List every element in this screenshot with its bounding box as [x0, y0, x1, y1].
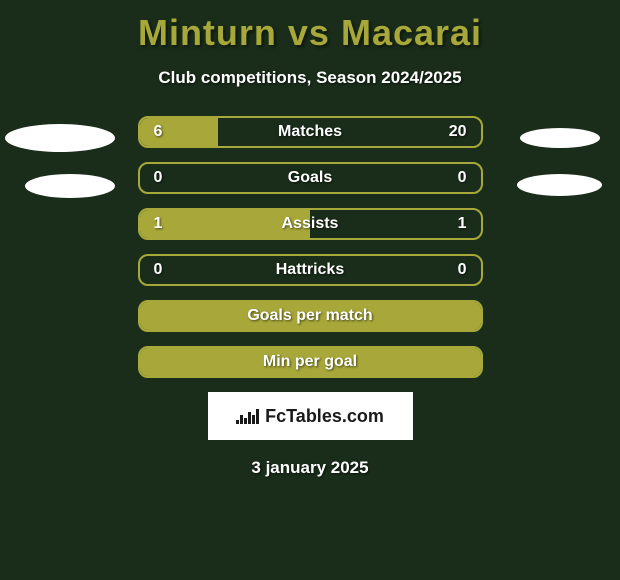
- logo-bar: [244, 418, 247, 424]
- logo: FcTables.com: [236, 406, 384, 427]
- logo-bar: [236, 420, 239, 424]
- stat-value-right: 1: [458, 215, 467, 233]
- decorative-ellipse: [5, 124, 115, 152]
- stat-row: 0Hattricks0: [138, 254, 483, 286]
- logo-bar: [248, 412, 251, 424]
- logo-bar: [240, 415, 243, 424]
- logo-text: FcTables.com: [265, 406, 384, 427]
- decorative-ellipse: [520, 128, 600, 148]
- stat-row: 1Assists1: [138, 208, 483, 240]
- logo-bar: [256, 409, 259, 424]
- stat-value-right: 20: [449, 123, 467, 141]
- stat-label: Matches: [140, 123, 481, 141]
- stat-label: Goals: [140, 169, 481, 187]
- stat-label: Assists: [140, 215, 481, 233]
- stat-row: Min per goal: [138, 346, 483, 378]
- bar-chart-icon: [236, 409, 259, 424]
- logo-bar: [252, 415, 255, 424]
- logo-box: FcTables.com: [208, 392, 413, 440]
- stat-label: Min per goal: [140, 353, 481, 371]
- stat-label: Goals per match: [140, 307, 481, 325]
- stat-row: 0Goals0: [138, 162, 483, 194]
- stat-row: Goals per match: [138, 300, 483, 332]
- decorative-ellipse: [517, 174, 602, 196]
- footer-date: 3 january 2025: [0, 458, 620, 478]
- stat-row: 6Matches20: [138, 116, 483, 148]
- stat-label: Hattricks: [140, 261, 481, 279]
- stat-value-right: 0: [458, 261, 467, 279]
- stat-value-right: 0: [458, 169, 467, 187]
- decorative-ellipse: [25, 174, 115, 198]
- stats-container: 6Matches200Goals01Assists10Hattricks0Goa…: [0, 116, 620, 378]
- page-title: Minturn vs Macarai: [0, 0, 620, 54]
- page-subtitle: Club competitions, Season 2024/2025: [0, 68, 620, 88]
